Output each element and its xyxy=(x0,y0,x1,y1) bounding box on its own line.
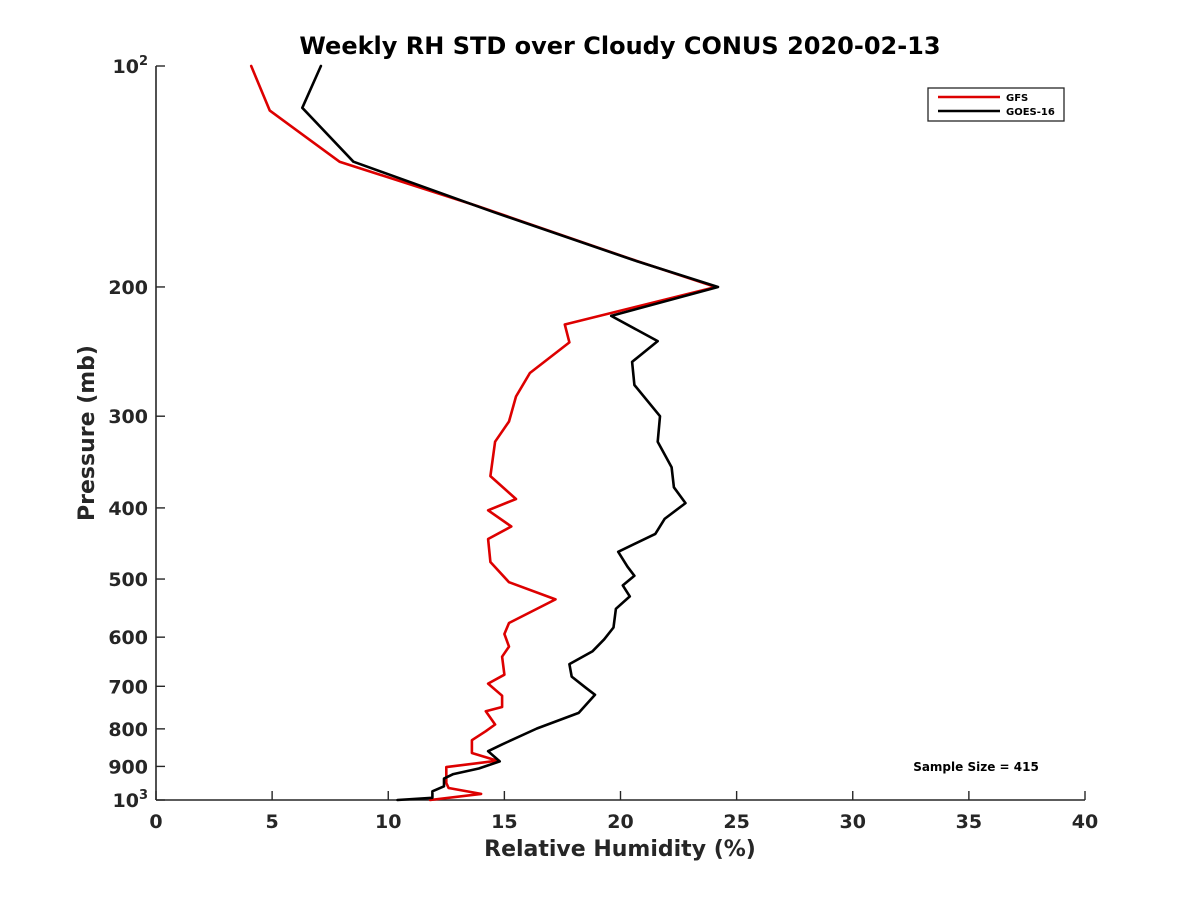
x-tick-label: 35 xyxy=(956,811,982,833)
axes: 0 5 10 15 20 25 30 35 40102200300400500600700800… xyxy=(108,54,1098,833)
x-axis-title: Relative Humidity (%) xyxy=(484,837,756,862)
x-tick-label: 5 xyxy=(266,811,279,833)
y-tick-label: 500 xyxy=(108,569,148,591)
x-tick-label: 10 xyxy=(375,811,401,833)
y-tick-label-base: 500 xyxy=(108,569,148,591)
y-tick-label-base: 800 xyxy=(108,719,148,741)
y-tick-label: 200 xyxy=(108,277,148,299)
x-tick-label: 40 xyxy=(1072,811,1098,833)
y-tick-label: 400 xyxy=(108,498,148,520)
chart-title: Weekly RH STD over Cloudy CONUS 2020-02-… xyxy=(299,32,940,60)
legend: GFS GOES-16 xyxy=(927,87,1065,122)
y-tick-label: 102 xyxy=(113,54,149,78)
x-tick-label: 30 xyxy=(840,811,866,833)
y-tick-label: 103 xyxy=(113,788,149,812)
sample-size-annotation: Sample Size = 415 xyxy=(913,760,1039,774)
legend-label: GFS xyxy=(1006,93,1028,104)
y-tick-label-base: 600 xyxy=(108,627,148,649)
x-tick-label: 20 xyxy=(607,811,633,833)
series-line-gfs xyxy=(249,64,718,802)
y-axis-title: Pressure (mb) xyxy=(75,345,100,521)
y-tick-label-base: 10 xyxy=(113,56,139,78)
y-tick-label-base: 300 xyxy=(108,406,148,428)
x-tick-label: 15 xyxy=(491,811,517,833)
y-tick-label-base: 10 xyxy=(113,790,139,812)
legend-label: GOES-16 xyxy=(1006,107,1055,118)
y-tick-label: 800 xyxy=(108,719,148,741)
x-tick-label: 25 xyxy=(723,811,749,833)
y-tick-label: 900 xyxy=(108,756,148,778)
series-layer xyxy=(249,64,720,802)
legend-box xyxy=(927,87,1065,122)
series-line-goes-16 xyxy=(300,64,720,802)
y-tick-label-exponent: 3 xyxy=(139,788,148,803)
y-tick-label: 600 xyxy=(108,627,148,649)
x-tick-label: 0 xyxy=(149,811,162,833)
y-tick-label: 700 xyxy=(108,676,148,698)
y-tick-label-base: 700 xyxy=(108,676,148,698)
y-tick-label-base: 900 xyxy=(108,756,148,778)
y-tick-label: 300 xyxy=(108,406,148,428)
y-tick-label-base: 400 xyxy=(108,498,148,520)
y-tick-label-base: 200 xyxy=(108,277,148,299)
y-tick-label-exponent: 2 xyxy=(139,54,148,69)
